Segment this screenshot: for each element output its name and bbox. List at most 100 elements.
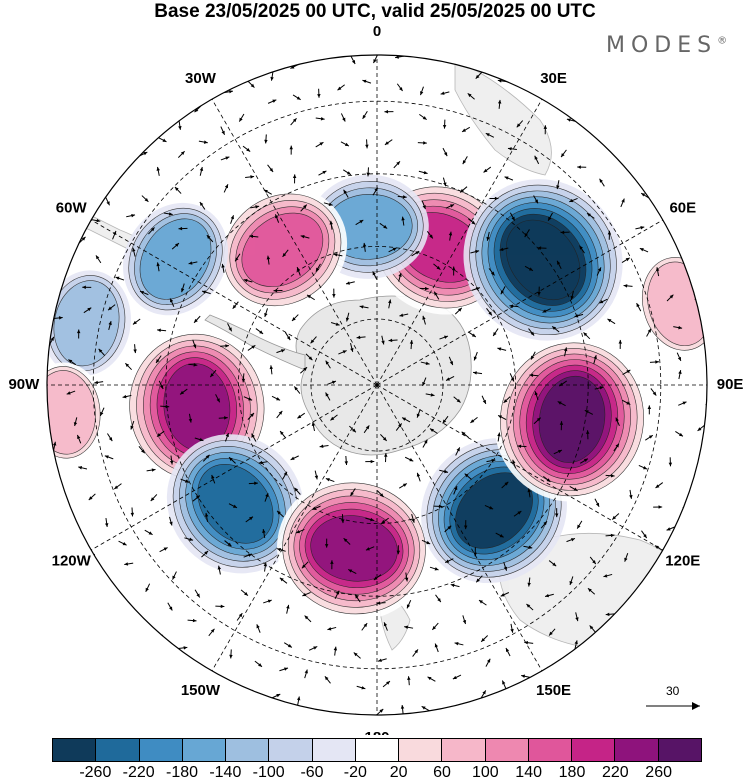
wind-vector [276,548,286,552]
wind-vector [497,432,501,442]
wind-vector [249,234,259,239]
wind-vector [676,352,682,362]
wind-vector-head [401,216,405,221]
wind-vector [241,373,246,383]
wind-vector [440,91,450,95]
wind-vector-head [292,118,297,123]
longitude-labels: 0 30E 60E 90E 120E 150E 180 150W 120W 90W 60W 30W [8,23,743,735]
chart-title: Base 23/05/2025 00 UTC, valid 25/05/2025… [154,1,596,22]
wind-vector-head [322,170,327,175]
wind-vector-head [534,155,538,160]
wind-vector-head [491,458,496,463]
wind-vector-head [205,454,210,459]
wind-vector-head [490,271,495,276]
wind-vector-head [486,236,490,241]
wind-vector-head [447,525,452,530]
wind-vector [653,505,663,509]
wind-vector-head [481,638,486,642]
wind-vector-head [269,365,274,370]
wind-vector-head [610,533,615,538]
wind-vector-head [277,510,281,515]
wind-vector [537,286,541,296]
wind-vector [388,299,392,309]
wind-vector-head [143,152,148,156]
wind-vector-head [267,599,272,603]
wind-vector [488,268,495,276]
wind-vector-head [450,204,455,208]
wind-vector-head [499,247,504,252]
wind-vector [169,298,175,307]
wind-vector [442,147,448,157]
wind-vector-head [292,174,297,179]
wind-vector [340,113,346,122]
wind-vector-head [350,347,354,352]
meridian-line [376,219,663,386]
wind-vector [524,265,534,272]
wind-vector-head [311,422,316,426]
wind-vector-head [346,281,350,285]
wind-vector [221,263,225,273]
wind-vector [419,113,427,121]
wind-vector [433,263,441,270]
wind-vector-head [486,658,491,663]
colorbar-cell [53,739,97,761]
wind-vector [163,212,173,216]
wind-vector-head [221,263,225,268]
wind-vector-head [344,142,349,147]
wind-vector-head [269,168,274,172]
wind-vector-head [180,390,185,395]
wind-vector-head [230,215,234,220]
wind-vector [68,359,77,366]
wind-vector-head [188,418,193,423]
wind-vector [308,646,318,651]
wind-vector-head [444,469,449,474]
wind-vector-head [696,480,700,485]
wind-vector [363,425,370,434]
wind-vector-head [96,218,101,223]
wind-vector-head [648,435,653,439]
wind-vector [199,201,206,210]
wind-vector-head [303,204,307,209]
wind-vector-head [626,401,631,405]
wind-vector [503,396,511,404]
wind-vector-head [320,117,325,121]
wind-vector-head [330,560,334,564]
colorbar-tick-label: -140 [209,764,242,781]
wind-vector-head [710,374,714,377]
wind-vector-head [266,255,271,260]
wind-vector [376,601,386,605]
wind-vector [377,658,387,662]
wind-vector-head [654,545,659,549]
wind-vector [473,547,477,557]
wind-vector-head [248,397,253,401]
wind-vector-head [249,516,253,521]
wind-vector [158,137,167,143]
wind-vector [306,294,315,301]
wind-vector [104,517,109,528]
wind-vector [475,575,483,583]
wind-vector-head [270,76,274,81]
colorbar-tick-label: 100 [471,764,499,781]
wind-vector [279,577,288,584]
wind-vector [376,490,384,498]
wind-vector [442,415,449,424]
anomaly-contour [53,280,120,367]
wind-vector [283,642,293,648]
wind-vector [73,417,78,427]
colorbar-cell [226,739,270,761]
wind-vector [180,478,190,483]
wind-vector [171,242,180,250]
wind-vector-head [97,567,102,571]
wind-vector-head [361,686,366,690]
wind-vector [327,380,337,385]
wind-vector-head [406,604,411,609]
negative-anomaly [463,179,623,341]
wind-vector-head [180,151,185,155]
wind-vector [577,165,587,169]
wind-vector-head [470,419,475,423]
wind-vector [179,388,188,395]
wind-vector [516,120,524,128]
wind-vector [217,565,222,575]
wind-vector [267,99,277,104]
wind-vector [172,571,177,580]
